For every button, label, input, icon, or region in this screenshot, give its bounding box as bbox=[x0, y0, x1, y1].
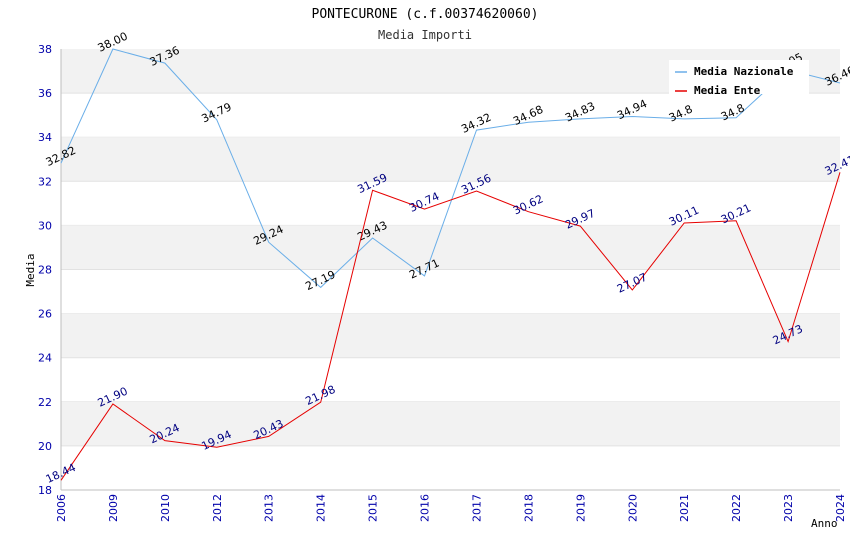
x-tick-label: 2016 bbox=[419, 494, 432, 522]
y-tick-label: 30 bbox=[38, 219, 52, 232]
x-tick-label: 2015 bbox=[367, 494, 380, 522]
x-tick-label: 2023 bbox=[782, 494, 795, 522]
x-tick-label: 2006 bbox=[55, 494, 68, 522]
y-tick-label: 20 bbox=[38, 440, 52, 453]
series-line-media-nazionale bbox=[60, 48, 841, 289]
x-tick-label: 2020 bbox=[626, 494, 639, 522]
data-label: 30.62 bbox=[511, 192, 545, 217]
data-label: 30.21 bbox=[719, 201, 753, 226]
chart-subtitle: Media Importi bbox=[378, 28, 472, 42]
y-tick-label: 28 bbox=[38, 264, 52, 277]
grid-band bbox=[61, 313, 840, 358]
legend-label-media-ente: Media Ente bbox=[694, 84, 761, 97]
x-tick-label: 2022 bbox=[730, 494, 743, 522]
data-label: 34.8 bbox=[719, 101, 747, 123]
legend: Media Nazionale Media Ente bbox=[669, 60, 809, 97]
grid-band bbox=[61, 401, 840, 446]
y-tick-label: 24 bbox=[38, 352, 52, 365]
x-tick-label: 2021 bbox=[678, 494, 691, 522]
legend-box bbox=[669, 60, 809, 94]
x-tick-label: 2017 bbox=[470, 494, 483, 522]
series-line-media-ente bbox=[60, 172, 841, 481]
x-tick-labels: 2006 2009 2010 2012 2013 2014 2015 2016 2017 2018… bbox=[55, 494, 847, 522]
y-tick-label: 34 bbox=[38, 131, 52, 144]
y-tick-label: 32 bbox=[38, 175, 52, 188]
x-tick-label: 2013 bbox=[263, 494, 276, 522]
grid-band bbox=[61, 137, 840, 182]
x-tick-label: 2010 bbox=[159, 494, 172, 522]
y-tick-label: 18 bbox=[38, 484, 52, 497]
data-label: 34.79 bbox=[200, 100, 234, 125]
x-axis-title: Anno bbox=[811, 517, 838, 530]
y-tick-label: 36 bbox=[38, 87, 52, 100]
data-label: 34.68 bbox=[511, 103, 545, 128]
y-tick-label: 38 bbox=[38, 43, 52, 56]
y-tick-labels: 18 20 22 24 26 28 30 32 34 36 38 bbox=[38, 43, 52, 497]
data-label: 34.83 bbox=[563, 100, 597, 125]
y-tick-label: 26 bbox=[38, 308, 52, 321]
y-tick-label: 22 bbox=[38, 396, 52, 409]
legend-label-media-nazionale: Media Nazionale bbox=[694, 65, 794, 78]
chart-title: PONTECURONE (c.f.00374620060) bbox=[312, 7, 539, 22]
x-tick-label: 2024 bbox=[834, 494, 847, 522]
x-tick-label: 2019 bbox=[574, 494, 587, 522]
data-label: 34.8 bbox=[667, 102, 695, 124]
data-label: 34.94 bbox=[615, 97, 649, 122]
data-label: 27.19 bbox=[303, 268, 337, 293]
x-tick-label: 2012 bbox=[211, 494, 224, 522]
x-tick-label: 2018 bbox=[522, 494, 535, 522]
x-tick-label: 2014 bbox=[315, 494, 328, 522]
axes bbox=[60, 49, 840, 491]
grid-bands bbox=[61, 49, 840, 491]
data-label: 30.74 bbox=[407, 190, 441, 215]
x-tick-label: 2009 bbox=[107, 494, 120, 522]
grid-band bbox=[61, 225, 840, 270]
y-axis-title: Media bbox=[24, 253, 37, 286]
